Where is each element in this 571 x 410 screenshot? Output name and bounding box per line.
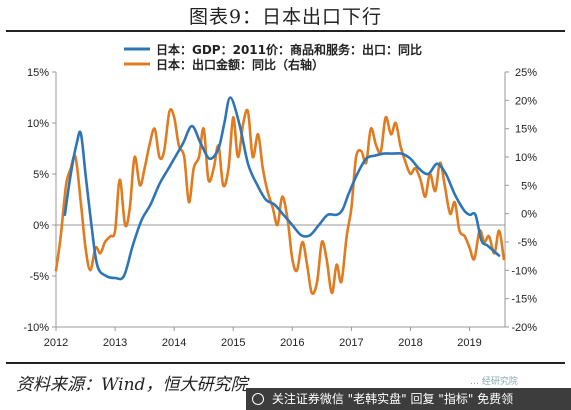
right-tick-label: 0% (521, 209, 537, 221)
series-group (54, 96, 506, 295)
right-tick-label: -10% (511, 265, 537, 277)
right-tick-label: 15% (515, 124, 537, 136)
x-tick-label: 2013 (103, 337, 127, 349)
x-tick-label: 2014 (162, 337, 186, 349)
right-tick-label: 5% (521, 180, 537, 192)
x-tick-label: 2012 (44, 337, 68, 349)
plot-frame (55, 72, 506, 328)
right-tick-label: 25% (515, 67, 537, 79)
x-tick-label: 2015 (221, 337, 245, 349)
right-tick-label: 10% (515, 152, 537, 164)
left-tick-label: -10% (23, 322, 49, 334)
right-tick-label: -15% (511, 294, 537, 306)
right-tick-label: -20% (511, 322, 537, 334)
source-note: 资料来源：Wind，恒大研究院 (16, 375, 248, 395)
legend-label: 日本：GDP：2011价：商品和服务：出口：同比 (156, 42, 422, 57)
bottom-rule (6, 362, 565, 364)
x-tick-label: 2018 (398, 337, 422, 349)
right-tick-label: -5% (517, 237, 537, 249)
chart-svg: 15% 10% 5% 0% -5% -10% 25% 20% 15% 10% 5% 0% -5% -10%… (23, 42, 537, 349)
promo-banner[interactable]: 关注证券微信 "老韩实盘" 回复 "指标" 免费领 (246, 388, 571, 410)
x-tick-label: 2017 (339, 337, 363, 349)
watermark-text: … 经研究院 (470, 377, 518, 387)
left-tick-label: 5% (33, 169, 49, 181)
chart-title: 图表9：日本出口下行 (188, 6, 383, 28)
left-tick-label: 10% (27, 118, 49, 130)
x-tick-label: 2016 (280, 337, 304, 349)
tick-labels: 15% 10% 5% 0% -5% -10% 25% 20% 15% 10% 5% 0% -5% -10%… (23, 67, 537, 349)
left-tick-label: 15% (27, 67, 49, 79)
promo-banner-text: 关注证券微信 "老韩实盘" 回复 "指标" 免费领 (271, 392, 514, 406)
wechat-icon (252, 393, 264, 405)
left-tick-label: -5% (29, 271, 49, 283)
legend-label: 日本：出口金额：同比（右轴） (156, 57, 324, 72)
right-tick-label: 20% (515, 95, 537, 107)
series-line-gdp-export-yoy (63, 96, 501, 281)
title-rule (6, 30, 565, 32)
x-tick-label: 2019 (457, 337, 481, 349)
series-line-export-value-yoy (54, 108, 506, 295)
left-tick-label: 0% (33, 220, 49, 232)
